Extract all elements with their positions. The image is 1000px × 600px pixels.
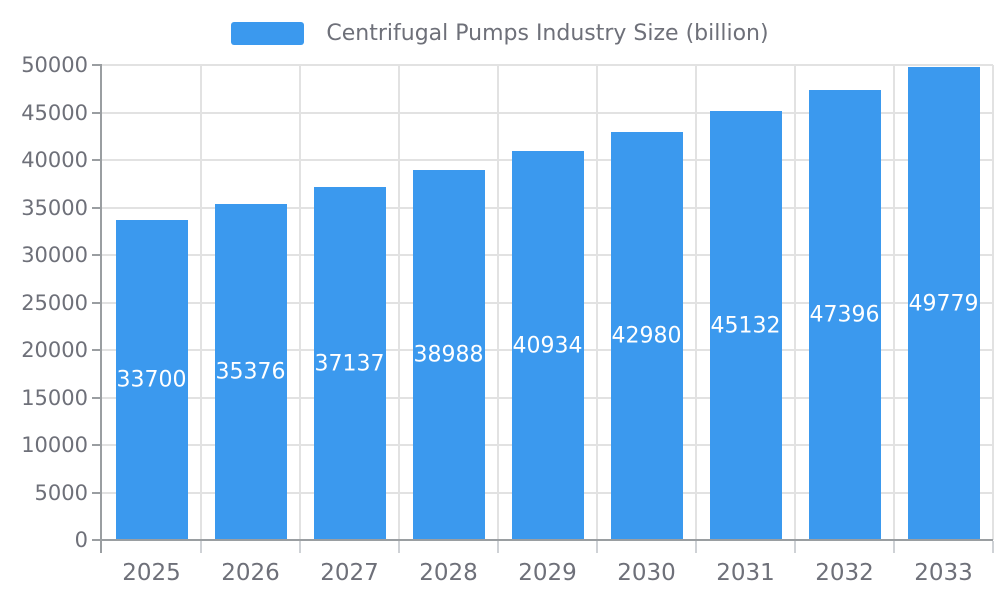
bar-value-label: 47396 bbox=[809, 302, 880, 328]
x-axis-tick bbox=[398, 541, 400, 553]
gridline-vertical bbox=[596, 65, 598, 540]
x-axis-tick bbox=[893, 541, 895, 553]
x-axis-labels: 2025 2026 2027 2028 2029 2030 2031 2032 2033 bbox=[102, 560, 993, 590]
y-axis-tick bbox=[92, 301, 102, 304]
x-axis-tick-label: 2028 bbox=[419, 560, 478, 586]
gridline-vertical bbox=[992, 65, 994, 540]
y-axis-tick bbox=[92, 349, 102, 351]
bar[interactable]: 47396 bbox=[808, 89, 881, 540]
bar-value-label: 37137 bbox=[314, 351, 385, 377]
bar[interactable]: 42980 bbox=[610, 131, 683, 540]
gridline-vertical bbox=[200, 65, 202, 540]
x-axis-tick-label: 2029 bbox=[518, 560, 577, 586]
gridline-vertical bbox=[398, 65, 400, 540]
legend-swatch-icon bbox=[231, 22, 305, 45]
x-axis-line bbox=[102, 539, 993, 541]
bar-value-label: 42980 bbox=[611, 323, 682, 349]
bar[interactable]: 49779 bbox=[907, 67, 980, 540]
y-axis-tick-label: 50000 bbox=[21, 53, 88, 77]
gridline-vertical bbox=[893, 65, 895, 540]
x-axis-tick-label: 2032 bbox=[815, 560, 874, 586]
y-axis-tick-label: 25000 bbox=[21, 290, 88, 315]
y-axis-line bbox=[100, 65, 102, 553]
bar[interactable]: 40934 bbox=[511, 151, 584, 540]
y-axis-tick bbox=[92, 111, 102, 114]
x-axis-tick bbox=[200, 541, 202, 553]
x-axis-tick bbox=[794, 541, 796, 553]
y-axis-tick bbox=[92, 396, 102, 399]
y-axis-tick-label: 15000 bbox=[21, 385, 88, 410]
y-axis-labels: 0 5000 10000 15000 20000 25000 30000 35000 40000… bbox=[0, 53, 88, 552]
y-axis-tick-label: 5000 bbox=[34, 480, 88, 505]
y-axis-ticks bbox=[92, 64, 102, 541]
y-axis-tick-label: 45000 bbox=[21, 100, 88, 125]
bar-value-label: 40934 bbox=[512, 333, 583, 359]
gridline-vertical bbox=[695, 65, 697, 540]
y-axis-tick-label: 35000 bbox=[21, 195, 88, 220]
x-axis-tick bbox=[596, 541, 598, 553]
y-axis-tick-label: 0 bbox=[74, 528, 88, 552]
gridline-horizontal bbox=[102, 111, 993, 114]
y-axis-tick-label: 40000 bbox=[21, 148, 88, 172]
x-axis-tick-label: 2026 bbox=[221, 560, 280, 586]
bar-value-label: 49779 bbox=[908, 291, 979, 317]
gridline-vertical bbox=[794, 65, 796, 540]
legend-label: Centrifugal Pumps Industry Size (billion… bbox=[326, 21, 769, 46]
bar[interactable]: 45132 bbox=[709, 111, 782, 540]
bar-value-label: 35376 bbox=[215, 359, 286, 385]
bar-value-label: 45132 bbox=[710, 313, 781, 339]
y-axis-tick bbox=[92, 159, 102, 161]
x-axis-tick-label: 2027 bbox=[320, 560, 379, 586]
y-axis-tick bbox=[92, 491, 102, 494]
gridline-vertical bbox=[497, 65, 499, 540]
gridline-horizontal bbox=[102, 64, 993, 66]
y-axis-tick-label: 10000 bbox=[21, 433, 88, 457]
y-axis-tick bbox=[92, 206, 102, 209]
x-axis-tick-label: 2031 bbox=[716, 560, 775, 586]
y-axis-tick bbox=[92, 254, 102, 256]
y-axis-tick bbox=[92, 444, 102, 446]
x-axis-tick bbox=[299, 541, 301, 553]
bar[interactable]: 33700 bbox=[115, 219, 188, 540]
x-axis-tick-label: 2030 bbox=[617, 560, 676, 586]
bar[interactable]: 35376 bbox=[214, 203, 287, 540]
y-axis-tick bbox=[92, 64, 102, 66]
x-axis-tick-label: 2033 bbox=[914, 560, 973, 586]
y-axis-tick-label: 20000 bbox=[21, 338, 88, 362]
y-axis-tick-label: 30000 bbox=[21, 243, 88, 267]
bar-value-label: 33700 bbox=[116, 367, 187, 393]
x-axis-tick bbox=[497, 541, 499, 553]
y-axis-tick bbox=[92, 539, 102, 541]
plot-area: 33700 35376 37137 38988 40934 42980 45132 47396… bbox=[102, 64, 994, 540]
x-axis-tick bbox=[695, 541, 697, 553]
x-axis-tick bbox=[992, 541, 994, 553]
x-axis-ticks bbox=[102, 541, 994, 553]
legend[interactable]: Centrifugal Pumps Industry Size (billion… bbox=[0, 22, 1000, 45]
x-axis-tick-label: 2025 bbox=[122, 560, 181, 586]
gridline-vertical bbox=[299, 65, 301, 540]
bar-value-label: 38988 bbox=[413, 342, 484, 368]
bar[interactable]: 37137 bbox=[313, 187, 386, 540]
bar[interactable]: 38988 bbox=[412, 169, 485, 540]
